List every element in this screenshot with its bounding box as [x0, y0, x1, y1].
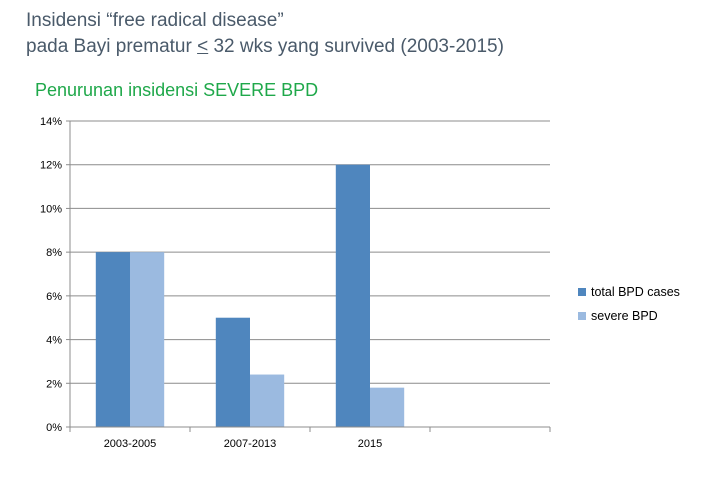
bar-total-bpd-cases	[215, 317, 250, 427]
bar-severe-bpd	[370, 387, 405, 427]
legend-label: severe BPD	[591, 309, 658, 323]
title-line-2-end: 32 wks yang survived (2003-2015)	[208, 36, 504, 57]
y-tick-label: 6%	[46, 291, 62, 303]
y-axis-tick-labels: 0% 2% 4% 6% 8% 10% 12% 14%	[40, 116, 62, 434]
bar-severe-bpd	[130, 252, 165, 427]
y-tick-label: 14%	[40, 116, 62, 128]
chart-bars	[95, 164, 405, 427]
less-than-or-equal-sign: <	[197, 36, 209, 57]
chart-axes	[66, 120, 551, 432]
title-line-2: pada Bayi prematur < 32 wks yang survive…	[26, 34, 686, 60]
y-tick-label: 0%	[46, 422, 62, 434]
x-tick-label: 2015	[358, 438, 382, 450]
x-tick-label: 2007-2013	[224, 438, 277, 450]
y-tick-label: 10%	[40, 203, 62, 215]
bar-total-bpd-cases	[95, 252, 130, 427]
bar-severe-bpd	[250, 374, 285, 427]
title-line-1: Insidensi “free radical disease”	[26, 10, 284, 31]
y-tick-label: 12%	[40, 160, 62, 172]
y-tick-label: 8%	[46, 247, 62, 259]
x-axis-tick-labels: 2003-2005 2007-2013 2015	[104, 438, 383, 450]
legend-swatch	[578, 288, 586, 296]
legend-swatch	[578, 312, 586, 320]
bar-total-bpd-cases	[335, 164, 370, 427]
slide-title: Insidensi “free radical disease” pada Ba…	[26, 8, 686, 60]
x-tick-label: 2003-2005	[104, 438, 157, 450]
y-tick-label: 4%	[46, 335, 62, 347]
chart-subtitle: Penurunan insidensi SEVERE BPD	[35, 80, 319, 100]
y-tick-label: 2%	[46, 378, 62, 390]
legend-label: total BPD cases	[591, 285, 680, 299]
chart-legend: total BPD cases severe BPD	[578, 285, 680, 323]
title-line-2-start: pada Bayi prematur	[26, 36, 198, 57]
